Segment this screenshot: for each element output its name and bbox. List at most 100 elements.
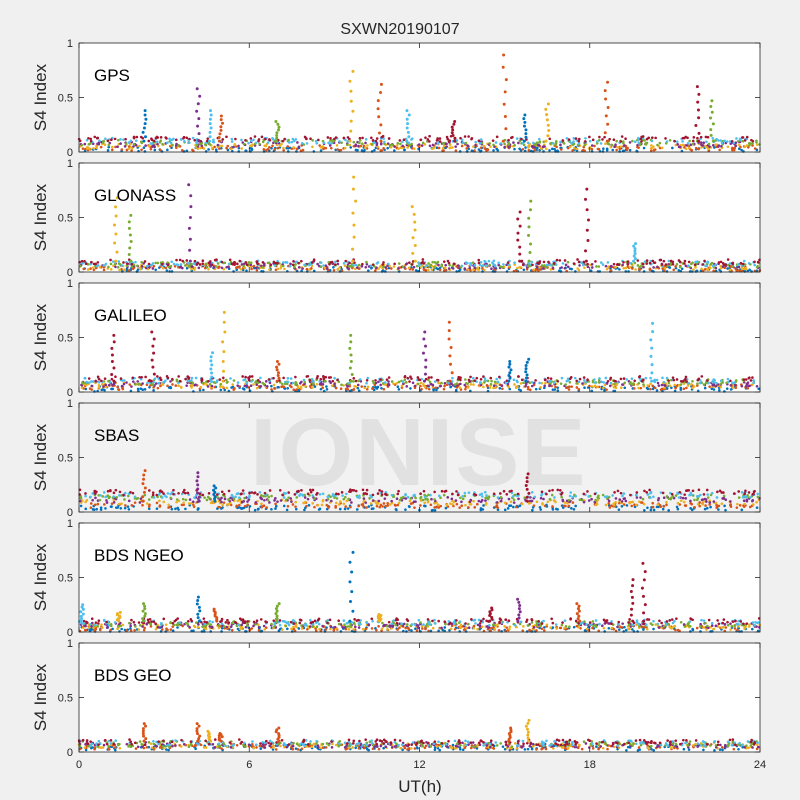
baseline-point — [597, 380, 601, 384]
baseline-point — [486, 148, 490, 152]
baseline-point — [683, 493, 686, 496]
baseline-point — [122, 261, 125, 264]
baseline-point — [301, 267, 304, 270]
baseline-point — [335, 501, 338, 505]
baseline-point — [178, 379, 182, 383]
baseline-point — [577, 142, 581, 145]
baseline-point — [346, 507, 350, 510]
baseline-point — [327, 505, 331, 509]
baseline-point — [551, 147, 554, 151]
baseline-point — [284, 380, 287, 384]
baseline-point — [458, 506, 461, 509]
baseline-point — [193, 138, 197, 142]
baseline-point — [566, 377, 570, 381]
baseline-point — [281, 139, 285, 143]
baseline-point — [321, 492, 325, 496]
baseline-point — [408, 380, 411, 383]
spike-peak-point — [518, 210, 522, 214]
baseline-point — [738, 143, 741, 147]
baseline-point — [195, 262, 199, 266]
baseline-point — [464, 503, 467, 507]
baseline-point — [682, 500, 686, 504]
baseline-point — [622, 260, 625, 264]
baseline-point — [303, 380, 307, 384]
baseline-point — [228, 258, 232, 262]
spike-point — [633, 257, 637, 261]
baseline-point — [658, 146, 662, 150]
baseline-point — [413, 506, 416, 509]
baseline-point — [84, 628, 88, 632]
baseline-point — [532, 145, 536, 148]
baseline-point — [680, 267, 684, 271]
baseline-point — [565, 627, 569, 631]
baseline-point — [193, 383, 196, 387]
baseline-point — [292, 139, 296, 143]
spike-point — [142, 477, 146, 481]
baseline-point — [681, 496, 685, 500]
baseline-point — [129, 627, 132, 630]
baseline-point — [187, 377, 190, 380]
baseline-point — [499, 142, 503, 145]
baseline-point — [88, 387, 92, 390]
baseline-point — [598, 135, 601, 139]
baseline-point — [709, 262, 713, 266]
baseline-point — [643, 509, 646, 512]
baseline-point — [282, 496, 286, 499]
baseline-point — [447, 261, 451, 265]
baseline-point — [755, 384, 759, 388]
baseline-point — [376, 385, 380, 389]
baseline-point — [549, 268, 553, 271]
baseline-point — [704, 145, 708, 149]
baseline-point — [659, 388, 663, 391]
baseline-point — [401, 265, 405, 269]
baseline-point — [158, 499, 161, 503]
spike-point — [142, 490, 146, 494]
baseline-point — [303, 508, 306, 512]
baseline-point — [660, 146, 664, 150]
baseline-point — [183, 488, 186, 492]
baseline-point — [334, 136, 338, 139]
baseline-point — [344, 259, 348, 263]
baseline-point — [393, 503, 397, 507]
baseline-point — [160, 490, 164, 494]
baseline-point — [679, 388, 683, 391]
spike-point — [421, 351, 425, 355]
spike-point — [276, 128, 280, 132]
baseline-point — [640, 379, 644, 383]
baseline-point — [517, 141, 520, 145]
baseline-point — [403, 375, 407, 379]
baseline-point — [374, 139, 378, 143]
spike-point — [379, 139, 383, 143]
baseline-point — [127, 141, 131, 144]
baseline-point — [130, 504, 134, 507]
baseline-point — [495, 377, 498, 381]
spike-point — [525, 373, 529, 377]
baseline-point — [718, 148, 721, 152]
baseline-point — [107, 383, 111, 387]
spike-peak-point — [208, 109, 212, 113]
baseline-point — [508, 387, 512, 391]
baseline-point — [294, 263, 297, 266]
spike-peak-point — [423, 330, 427, 334]
baseline-point — [717, 508, 720, 511]
baseline-point — [472, 145, 475, 148]
baseline-point — [646, 627, 649, 631]
baseline-point — [725, 387, 729, 390]
baseline-point — [543, 626, 546, 629]
baseline-point — [708, 385, 711, 389]
spike-point — [632, 259, 636, 263]
baseline-point — [429, 263, 433, 267]
baseline-point — [184, 507, 187, 511]
baseline-point — [382, 137, 385, 140]
baseline-point — [201, 259, 205, 263]
baseline-point — [339, 148, 343, 152]
baseline-point — [514, 505, 518, 509]
baseline-point — [661, 267, 664, 270]
baseline-point — [704, 498, 708, 501]
baseline-point — [365, 381, 368, 385]
baseline-point — [510, 491, 514, 495]
baseline-point — [219, 385, 222, 389]
baseline-point — [96, 375, 100, 379]
baseline-point — [287, 141, 291, 144]
baseline-point — [172, 262, 176, 266]
